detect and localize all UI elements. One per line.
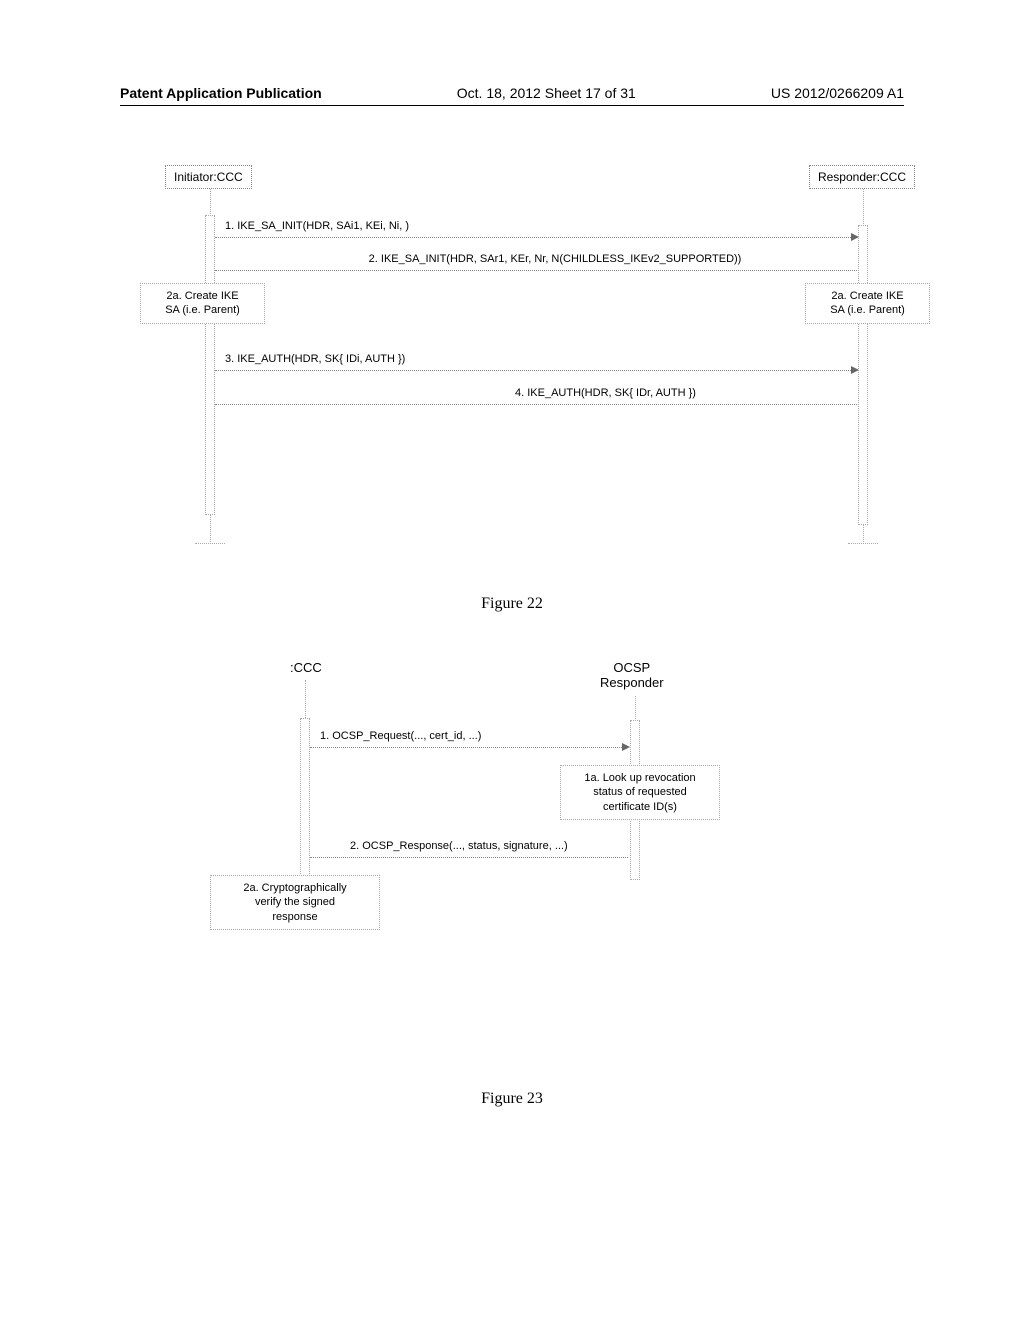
header-center: Oct. 18, 2012 Sheet 17 of 31 <box>457 85 636 101</box>
msg3-label: 3. IKE_AUTH(HDR, SK{ IDi, AUTH }) <box>225 353 405 365</box>
figure23-caption: Figure 23 <box>0 1090 1024 1108</box>
ocsp-msg1-arrow <box>310 747 628 748</box>
header-right: US 2012/0266209 A1 <box>771 85 904 101</box>
header-rule <box>120 105 904 106</box>
ocsp-msg2-label: 2. OCSP_Response(..., status, signature,… <box>350 840 568 852</box>
ocsp-msg2-arrow <box>310 857 628 858</box>
note2a-left: 2a. Create IKE SA (i.e. Parent) <box>140 283 265 324</box>
msg1-arrowhead <box>851 233 859 241</box>
initiator-label: Initiator:CCC <box>174 170 243 184</box>
responder-box: Responder:CCC <box>809 165 915 189</box>
responder-label: Responder:CCC <box>818 170 906 184</box>
initiator-end <box>195 543 225 544</box>
ccc-label: :CCC <box>290 660 322 675</box>
ccc-lifeline-top <box>305 680 306 718</box>
msg4-label: 4. IKE_AUTH(HDR, SK{ IDr, AUTH }) <box>515 387 696 399</box>
note2a-right: 2a. Create IKE SA (i.e. Parent) <box>805 283 930 324</box>
header-left: Patent Application Publication <box>120 85 322 101</box>
msg4-arrow <box>215 404 857 405</box>
figure-22: Initiator:CCC Responder:CCC 1. IKE_SA_IN… <box>145 165 915 565</box>
ocsp-msg1-arrowhead <box>622 743 630 751</box>
ocsp-msg1-label: 1. OCSP_Request(..., cert_id, ...) <box>320 730 481 742</box>
figure22-caption: Figure 22 <box>0 595 1024 613</box>
msg2-arrow <box>215 270 857 271</box>
msg3-arrowhead <box>851 366 859 374</box>
msg2-label: 2. IKE_SA_INIT(HDR, SAr1, KEr, Nr, N(CHI… <box>255 253 855 265</box>
responder-activation <box>858 225 868 525</box>
ocsp-lifeline-top <box>635 696 636 721</box>
figure-23: :CCC OCSP Responder 1. OCSP_Request(...,… <box>190 660 790 1040</box>
ocsp-label: OCSP Responder <box>600 660 664 690</box>
responder-end <box>848 543 878 544</box>
ocsp-note1a: 1a. Look up revocation status of request… <box>560 765 720 820</box>
page-header: Patent Application Publication Oct. 18, … <box>0 85 1024 101</box>
msg1-arrow <box>215 237 857 238</box>
initiator-box: Initiator:CCC <box>165 165 252 189</box>
msg1-label: 1. IKE_SA_INIT(HDR, SAi1, KEi, Ni, ) <box>225 220 409 232</box>
ocsp-note2a: 2a. Cryptographically verify the signed … <box>210 875 380 930</box>
initiator-activation <box>205 215 215 515</box>
msg3-arrow <box>215 370 857 371</box>
